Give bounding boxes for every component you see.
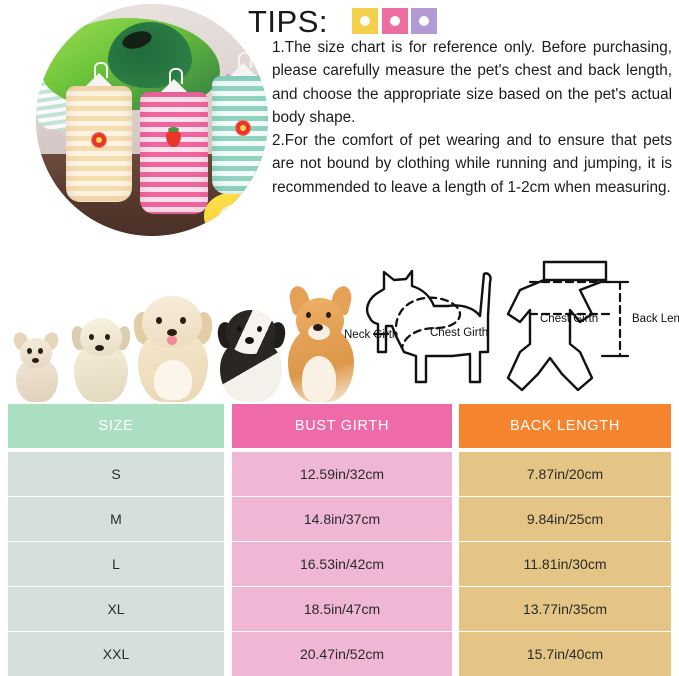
- back-length-measure: [600, 280, 630, 358]
- cell-bust-girth: 12.59in/32cm: [232, 452, 452, 496]
- garment-pink-striped-tank: [140, 68, 208, 214]
- flower-pink-icon: [382, 8, 408, 34]
- dog-black-white-terrier-puppy: [212, 304, 294, 402]
- tips-item-2: 2.For the comfort of pet wearing and to …: [272, 132, 672, 196]
- tips-item-1: 1.The size chart is for reference only. …: [272, 39, 672, 126]
- photo-yellow-accessory-inner: [218, 204, 256, 234]
- hanger-hook-icon: [169, 68, 183, 84]
- cell-size: S: [8, 452, 224, 496]
- cell-back-length: 15.7in/40cm: [459, 632, 671, 676]
- cell-size: L: [8, 542, 224, 586]
- garment-green-striped-tank: [212, 52, 268, 194]
- tips-flower-decorations: [352, 8, 437, 36]
- measurement-diagrams: Neck Girth Chest Girth Chest Girth Ba: [344, 256, 679, 404]
- dog-labrador-puppy: [64, 308, 140, 402]
- flower-patch-icon: [235, 120, 251, 136]
- table-row: L 16.53in/42cm 11.81in/30cm: [0, 542, 679, 586]
- size-chart-table: SIZE BUST GIRTH BACK LENGTH S 12.59in/32…: [0, 404, 679, 676]
- dog-chest-girth-label: Chest Girth: [430, 327, 488, 339]
- cell-back-length: 7.87in/20cm: [459, 452, 671, 496]
- dog-chihuahua: [8, 330, 66, 402]
- tips-section: TIPS: 1.The size chart is for reference …: [0, 0, 679, 258]
- cell-back-length: 9.84in/25cm: [459, 497, 671, 541]
- neck-girth-pointer: [372, 326, 390, 342]
- product-photo: [36, 4, 268, 236]
- garment-body: [140, 92, 208, 214]
- header-back-length: BACK LENGTH: [459, 404, 671, 448]
- hanger-icon: [226, 63, 260, 80]
- hanger-icon: [82, 73, 116, 90]
- cell-size: XXL: [8, 632, 224, 676]
- neck-girth-label: Neck Girth: [344, 329, 398, 341]
- table-row: S 12.59in/32cm 7.87in/20cm: [0, 452, 679, 496]
- cell-bust-girth: 14.8in/37cm: [232, 497, 452, 541]
- dog-photos-row: [4, 262, 355, 402]
- cell-size: XL: [8, 587, 224, 631]
- hanger-hook-icon: [94, 62, 108, 78]
- table-row: XL 18.5in/47cm 13.77in/35cm: [0, 587, 679, 631]
- illustration-section: Neck Girth Chest Girth Chest Girth Ba: [0, 256, 679, 404]
- garment-cream-striped-tank: [66, 62, 132, 202]
- flower-yellow-icon: [352, 8, 378, 34]
- tips-text-block: 1.The size chart is for reference only. …: [272, 36, 672, 199]
- garment-chest-girth-line: [528, 280, 614, 316]
- hanger-icon: [157, 79, 191, 96]
- table-row: M 14.8in/37cm 9.84in/25cm: [0, 497, 679, 541]
- cell-size: M: [8, 497, 224, 541]
- cell-back-length: 11.81in/30cm: [459, 542, 671, 586]
- cell-bust-girth: 16.53in/42cm: [232, 542, 452, 586]
- header-bust-girth: BUST GIRTH: [232, 404, 452, 448]
- dog-havanese: [128, 290, 220, 402]
- table-header-row: SIZE BUST GIRTH BACK LENGTH: [0, 404, 679, 448]
- cell-bust-girth: 20.47in/52cm: [232, 632, 452, 676]
- chest-girth-dashed-loop: [394, 296, 462, 350]
- back-length-label: Back Length: [632, 313, 679, 325]
- flower-patch-icon: [91, 132, 107, 148]
- tips-heading: TIPS:: [248, 4, 329, 39]
- garment-measurement-diagram: [506, 260, 608, 392]
- garment-chest-girth-label: Chest Girth: [540, 313, 598, 325]
- dog-corgi: [280, 280, 366, 402]
- flower-purple-icon: [411, 8, 437, 34]
- cell-back-length: 13.77in/35cm: [459, 587, 671, 631]
- strawberry-patch-icon: [166, 127, 181, 147]
- table-row: XXL 20.47in/52cm 15.7in/40cm: [0, 632, 679, 676]
- cell-bust-girth: 18.5in/47cm: [232, 587, 452, 631]
- header-size: SIZE: [8, 404, 224, 448]
- hanger-hook-icon: [238, 52, 252, 68]
